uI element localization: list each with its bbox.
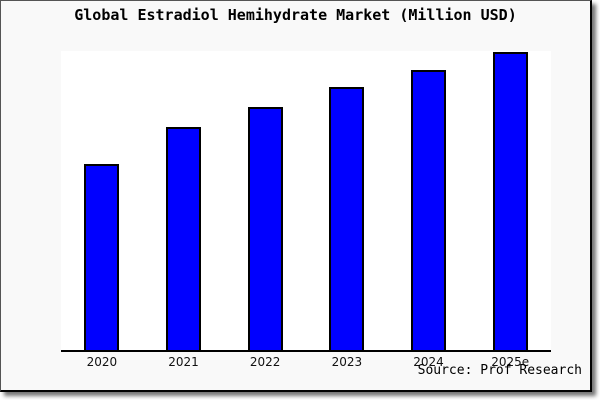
chart-box: Global Estradiol Hemihydrate Market (Mil… xyxy=(0,0,592,392)
x-tick-label-2024: 2024 xyxy=(413,355,444,369)
source-credit: Source: Prof Research xyxy=(417,363,582,378)
bar-slot-2023 xyxy=(306,51,388,350)
bar-slot-2025e xyxy=(469,51,551,350)
bar-slot-2020 xyxy=(61,51,143,350)
bar-2020 xyxy=(84,164,120,350)
x-tick-label-2020: 2020 xyxy=(86,355,118,369)
bar-slot-2021 xyxy=(143,51,225,350)
x-tick-label-2022: 2022 xyxy=(249,355,281,369)
x-axis-labels: 2020 2021 2022 2023 2024 2025e xyxy=(61,355,551,369)
bar-slot-2024 xyxy=(388,51,470,350)
bar-2022 xyxy=(247,107,283,350)
x-tick-label-2025e: 2025e xyxy=(491,355,530,369)
chart-title: Global Estradiol Hemihydrate Market (Mil… xyxy=(74,6,517,24)
plot-area xyxy=(61,51,551,350)
x-tick-label-2023: 2023 xyxy=(331,355,363,369)
bars-container xyxy=(61,51,551,350)
bar-2021 xyxy=(166,127,201,350)
x-axis-line xyxy=(61,350,551,352)
bar-2025e xyxy=(492,52,528,350)
bar-slot-2022 xyxy=(224,51,306,350)
x-tick-label-2021: 2021 xyxy=(168,355,199,369)
bar-2023 xyxy=(329,87,365,350)
bar-2024 xyxy=(411,70,447,350)
